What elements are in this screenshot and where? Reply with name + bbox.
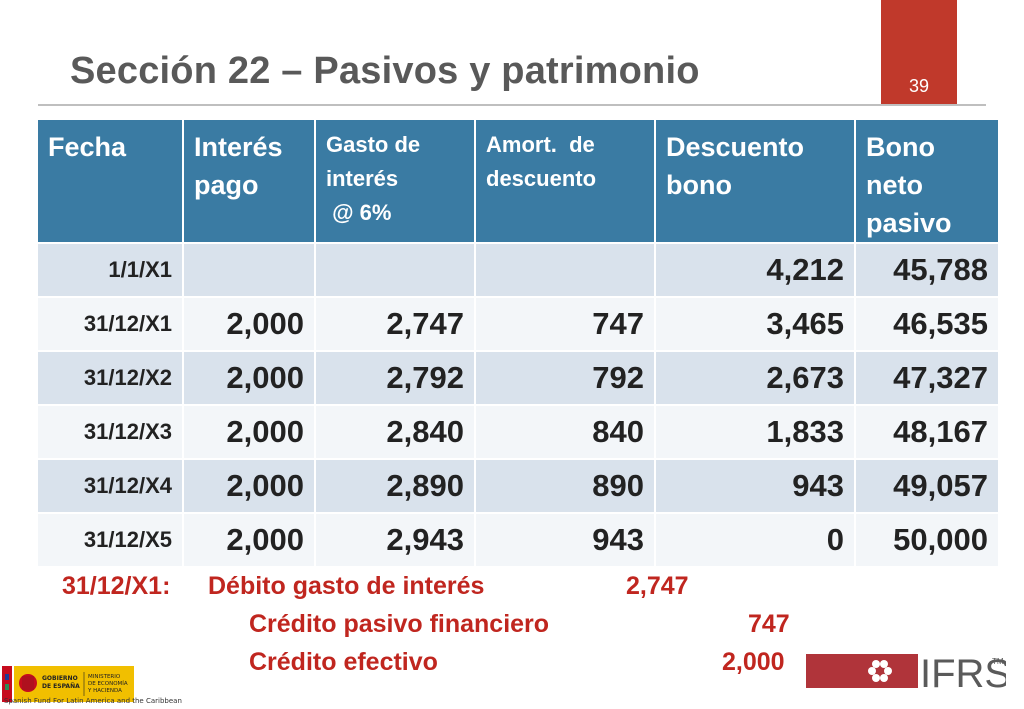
header-line: interés [326,166,399,191]
table-cell-value: 2,840 [314,404,476,460]
title-divider [38,104,986,106]
table-cell-value: 0 [654,512,856,568]
table-cell-date: 31/12/X2 [36,350,184,406]
slide-title: Sección 22 – Pasivos y patrimonio [70,50,700,92]
table-cell-date: 31/12/X5 [36,512,184,568]
ifrs-logo: IFRS TM [806,650,1006,692]
spanish-government-logo: GOBIERNO DE ESPAÑA MINISTERIO DE ECONOMÍ… [2,666,134,702]
table-cell-value: 50,000 [854,512,1000,568]
ifrs-tm: TM [992,657,1004,666]
journal-credit2-amount: 2,000 [722,648,785,676]
table-row: 1/1/X1 4,212 45,788 [36,242,1000,298]
table-cell-date: 31/12/X4 [36,458,184,514]
ifrs-flower-icon [868,660,892,682]
table-cell-value: 49,057 [854,458,1000,514]
table-cell-value: 3,465 [654,296,856,352]
header-line: Gasto de [326,132,421,157]
journal-credit2-label: Crédito efectivo [249,648,438,676]
page-number: 39 [908,76,930,96]
header-line: pasivo [866,208,952,238]
table-cell-value: 943 [654,458,856,514]
table-row: 31/12/X5 2,000 2,943 943 0 50,000 [36,512,1000,568]
table-cell-value: 48,167 [854,404,1000,460]
table-cell-value: 2,890 [314,458,476,514]
table-row: 31/12/X4 2,000 2,890 890 943 49,057 [36,458,1000,514]
journal-credit1-amount: 747 [748,610,790,638]
ministry-line1: MINISTERIO [88,674,121,680]
ministry-line3: Y HACIENDA [87,688,122,694]
header-line: neto [866,170,923,200]
journal-date: 31/12/X1: [62,572,171,600]
fund-caption: Spanish Fund For Latin America and the C… [4,697,182,705]
table-row: 31/12/X1 2,000 2,747 747 3,465 46,535 [36,296,1000,352]
table-cell-value [182,242,316,298]
journal-credit1-label: Crédito pasivo financiero [249,610,550,638]
table-cell-value: 890 [474,458,656,514]
table-cell-value: 2,673 [654,350,856,406]
header-amort-descuento: Amort. de descuento [474,118,656,244]
ifrs-text: IFRS [920,652,1006,692]
table-cell-value: 2,000 [182,404,316,460]
header-interes-pago: Interés pago [182,118,316,244]
table-cell-value: 2,747 [314,296,476,352]
table-cell-date: 31/12/X3 [36,404,184,460]
table-cell-value: 792 [474,350,656,406]
header-line: Interés [194,132,283,162]
table-cell-value: 2,943 [314,512,476,568]
header-line: descuento [486,166,597,191]
gov-line1: GOBIERNO [42,675,78,682]
table-body: 1/1/X1 4,212 45,788 31/12/X1 2,000 2,747 747 3,… [36,242,1000,568]
table-cell-value: 747 [474,296,656,352]
table-cell-date: 31/12/X1 [36,296,184,352]
table-cell-value: 2,000 [182,296,316,352]
header-descuento-bono: Descuento bono [654,118,856,244]
header-line: Amort. de [486,132,595,157]
table-cell-date: 1/1/X1 [36,242,184,298]
header-line: pago [194,170,259,200]
table-cell-value [314,242,476,298]
table-cell-value: 4,212 [654,242,856,298]
table-cell-value: 46,535 [854,296,1000,352]
table-cell-value: 47,327 [854,350,1000,406]
table-cell-value: 943 [474,512,656,568]
table-cell-value: 2,000 [182,458,316,514]
header-bono-neto-pasivo: Bono neto pasivo [854,118,1000,244]
header-line: Descuento [666,132,805,162]
header-line: @ 6% [326,200,392,225]
gov-line2: DE ESPAÑA [42,683,80,690]
ministry-line2: DE ECONOMÍA [88,680,128,687]
header-line: Fecha [48,132,127,162]
table-cell-value [474,242,656,298]
journal-debit-amount: 2,747 [626,572,689,600]
header-line: Bono [866,132,935,162]
table-cell-value: 2,792 [314,350,476,406]
header-fecha: Fecha [36,118,184,244]
bond-amortization-table: Fecha Interés pago Gasto de interés @ 6% A… [36,118,1000,568]
table-cell-value: 2,000 [182,512,316,568]
journal-entry: 31/12/X1: Débito gasto de interés 2,747 … [0,568,900,678]
table-row: 31/12/X2 2,000 2,792 792 2,673 47,327 [36,350,1000,406]
table-header-row: Fecha Interés pago Gasto de interés @ 6% A… [36,118,1000,244]
journal-debit-label: Débito gasto de interés [208,572,485,600]
table-cell-value: 45,788 [854,242,1000,298]
page-number-tab: 39 [881,0,957,106]
table-row: 31/12/X3 2,000 2,840 840 1,833 48,167 [36,404,1000,460]
header-line: bono [666,170,732,200]
table-cell-value: 1,833 [654,404,856,460]
table-cell-value: 840 [474,404,656,460]
table-cell-value: 2,000 [182,350,316,406]
header-gasto-interes: Gasto de interés @ 6% [314,118,476,244]
